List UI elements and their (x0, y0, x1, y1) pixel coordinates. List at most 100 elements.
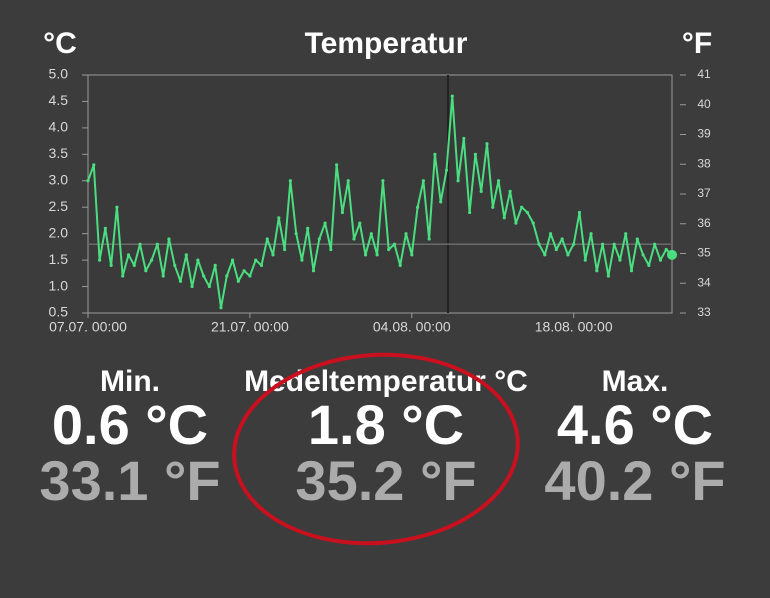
point (173, 263, 177, 267)
point (277, 216, 281, 220)
point (213, 263, 217, 267)
stat-fahrenheit: 33.1 °F (39, 449, 220, 512)
stat-celsius: 1.8 °C (308, 393, 464, 456)
point (265, 237, 269, 241)
point (514, 221, 518, 225)
point (641, 253, 645, 257)
x-tick-label: 21.07. 00:00 (211, 319, 289, 335)
point (653, 242, 657, 246)
point (236, 279, 240, 283)
y2-tick-label: 39 (697, 127, 711, 141)
point (144, 269, 148, 273)
point (601, 242, 605, 246)
y-tick-label: 2.5 (49, 198, 69, 214)
point (207, 284, 212, 289)
y-tick-label: 3.0 (49, 171, 69, 187)
y-axis-unit: °C (43, 27, 77, 60)
point (387, 247, 391, 252)
y2-tick-label: 40 (697, 97, 711, 111)
point (485, 142, 489, 146)
point (132, 263, 136, 267)
point (121, 274, 125, 278)
point (473, 152, 478, 156)
stat-fahrenheit: 40.2 °F (544, 449, 725, 512)
y2-tick-label: 38 (697, 156, 711, 170)
point (219, 306, 223, 310)
point (363, 253, 368, 257)
point (444, 168, 449, 172)
point (178, 279, 183, 283)
point (242, 269, 246, 273)
point (479, 189, 483, 193)
point (462, 136, 466, 141)
point (184, 253, 188, 257)
point (520, 205, 524, 209)
point (369, 232, 373, 236)
point (456, 179, 460, 183)
point (317, 237, 321, 241)
point (427, 237, 431, 241)
point (572, 242, 576, 246)
y2-tick-label: 34 (697, 275, 711, 289)
chart-title: Temperatur (305, 27, 468, 60)
point (658, 258, 663, 262)
point (647, 263, 651, 267)
point (508, 189, 512, 193)
y2-tick-label: 33 (697, 305, 711, 319)
point (225, 274, 229, 278)
point (583, 258, 587, 262)
point (624, 232, 628, 236)
point (155, 242, 159, 246)
point (381, 179, 385, 183)
point (618, 258, 622, 262)
y-tick-label: 4.5 (49, 92, 69, 108)
point (92, 163, 96, 167)
y2-tick-label: 36 (697, 216, 711, 230)
point (577, 210, 582, 215)
point (300, 258, 304, 262)
point (329, 247, 333, 252)
stat-label: Max. (602, 365, 669, 398)
point (566, 253, 570, 257)
y2-tick-label: 41 (697, 67, 711, 81)
y2-axis-unit: °F (682, 27, 712, 60)
y2-tick-label: 37 (697, 186, 711, 200)
point (230, 258, 235, 262)
stat-celsius: 4.6 °C (557, 393, 713, 456)
y2-tick-label: 35 (697, 246, 711, 260)
temperature-line (87, 95, 673, 309)
point (404, 232, 408, 236)
point (196, 258, 200, 262)
point (415, 205, 420, 209)
y-tick-label: 3.5 (49, 145, 69, 161)
point (502, 216, 506, 220)
stat-label: Min. (100, 365, 160, 398)
y-tick-label: 1.5 (49, 251, 69, 267)
point (548, 232, 553, 236)
x-tick-label: 04.08. 00:00 (373, 319, 451, 335)
point (543, 253, 547, 257)
x-tick-label: 07.07. 00:00 (49, 319, 127, 335)
point (612, 242, 616, 246)
point (161, 274, 165, 278)
point (560, 237, 564, 241)
point (294, 232, 298, 236)
point (595, 269, 599, 273)
point (358, 221, 362, 225)
plot-area (87, 74, 673, 314)
point (468, 210, 472, 215)
point (392, 242, 397, 246)
stat-celsius: 0.6 °C (52, 393, 208, 456)
point (86, 179, 90, 183)
point (496, 179, 501, 183)
point (667, 249, 677, 260)
point (109, 263, 113, 267)
point (398, 263, 402, 267)
point (352, 237, 356, 241)
point (126, 253, 131, 257)
point (589, 232, 593, 236)
point (439, 200, 443, 204)
y-tick-label: 5.0 (49, 66, 69, 82)
